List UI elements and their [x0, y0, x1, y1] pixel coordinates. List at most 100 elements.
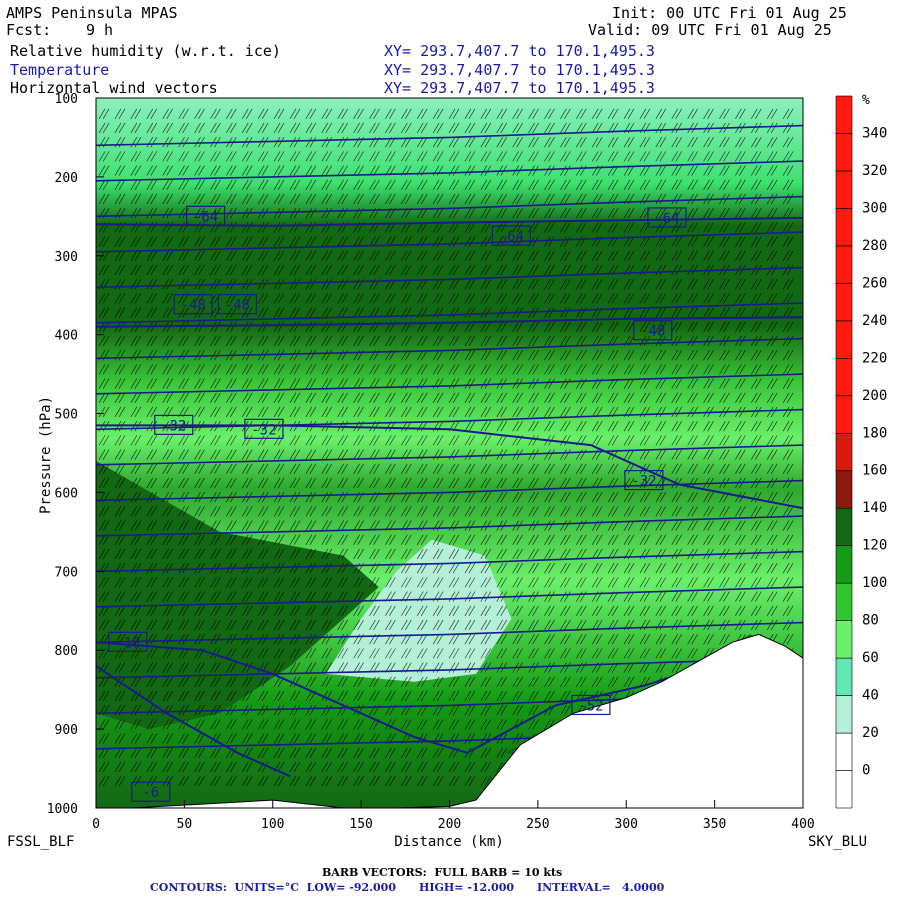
wind-barb: [337, 349, 348, 361]
wind-barb: [416, 108, 428, 119]
field-name-rh: Relative humidity (w.r.t. ice): [10, 42, 281, 60]
wind-barb: [575, 349, 587, 361]
wind-barb: [321, 491, 333, 503]
wind-barb: [464, 648, 476, 659]
wind-barb: [496, 704, 508, 716]
wind-barb: [178, 775, 189, 787]
wind-barb: [353, 307, 364, 318]
wind-barb: [432, 477, 444, 489]
wind-barb: [687, 449, 698, 460]
wind-barb: [114, 378, 126, 389]
wind-barb: [241, 690, 253, 702]
wind-barb: [305, 577, 317, 588]
wind-barb: [401, 775, 412, 787]
wind-barb: [305, 193, 317, 205]
field-xy-temperature: XY= 293.7,407.7 to 170.1,495.3: [384, 61, 655, 79]
wind-barb: [464, 534, 476, 545]
wind-barb: [480, 264, 492, 276]
wind-barb: [432, 704, 444, 716]
wind-barb: [289, 207, 301, 219]
wind-barb: [496, 222, 508, 233]
wind-barb: [703, 591, 714, 602]
wind-barb: [464, 307, 476, 318]
wind-barb: [560, 690, 571, 702]
wind-barb: [591, 420, 603, 432]
wind-barb: [480, 236, 492, 247]
wind-barb: [416, 506, 428, 517]
wind-barb: [289, 534, 301, 545]
wind-barb: [575, 406, 587, 418]
wind-barb: [273, 392, 285, 403]
wind-barb: [130, 733, 142, 744]
wind-barb: [687, 633, 698, 645]
wind-barb: [544, 378, 555, 389]
wind-barb: [257, 449, 269, 460]
wind-barb: [162, 605, 174, 616]
wind-barb: [289, 633, 301, 645]
wind-barb: [273, 349, 285, 361]
wind-barb: [305, 335, 317, 347]
wind-barb: [480, 719, 492, 730]
wind-barb: [241, 719, 253, 730]
wind-barb: [448, 775, 460, 787]
wind-barb: [210, 108, 221, 119]
wind-barb: [337, 662, 348, 673]
wind-barb: [703, 562, 714, 574]
wind-barb: [130, 761, 142, 773]
wind-barb: [766, 449, 778, 460]
wind-barb: [655, 619, 667, 631]
wind-barb: [528, 108, 539, 119]
y-tick-label: 200: [55, 171, 78, 186]
wind-barb: [687, 349, 698, 361]
wind-barb: [432, 193, 444, 205]
wind-barb: [496, 719, 508, 730]
wind-barb: [337, 733, 348, 744]
wind-barb: [289, 548, 301, 560]
valid-time: Valid: 09 UTC Fri 01 Aug 25: [588, 21, 832, 39]
wind-barb: [273, 250, 285, 261]
wind-barb: [337, 548, 348, 560]
wind-barb: [273, 591, 285, 602]
wind-barb: [178, 108, 189, 119]
wind-barb: [146, 491, 158, 503]
wind-barb: [194, 463, 205, 474]
wind-barb: [130, 151, 142, 162]
wind-barb: [130, 619, 142, 631]
wind-barb: [496, 690, 508, 702]
wind-barb: [735, 378, 746, 389]
wind-barb: [114, 364, 126, 375]
wind-barb: [591, 222, 603, 233]
wind-barb: [607, 562, 619, 574]
wind-barb: [766, 562, 778, 574]
wind-barb: [146, 151, 158, 162]
wind-barb: [226, 548, 237, 560]
wind-barb: [575, 165, 587, 176]
wind-barb: [560, 562, 571, 574]
wind-barb: [607, 392, 619, 403]
colorbar-tick-label: 220: [862, 350, 887, 366]
wind-barb: [544, 648, 555, 659]
wind-barb: [321, 690, 333, 702]
wind-barb: [241, 676, 253, 687]
wind-barb: [114, 463, 126, 474]
wind-barb: [385, 122, 396, 134]
wind-barb: [448, 435, 460, 446]
wind-barb: [671, 278, 683, 290]
wind-barb: [178, 506, 189, 517]
wind-barb: [607, 605, 619, 616]
wind-barb: [448, 151, 460, 162]
wind-barb: [591, 335, 603, 347]
wind-barb: [480, 151, 492, 162]
wind-barb: [655, 151, 667, 162]
wind-barb: [464, 264, 476, 276]
wind-barb: [369, 761, 380, 773]
wind-barb: [353, 662, 364, 673]
wind-barb: [305, 662, 317, 673]
x-tick-label: 250: [526, 817, 549, 832]
wind-barb: [496, 577, 508, 588]
wind-barb: [766, 520, 778, 531]
wind-barb: [782, 463, 794, 474]
wind-barb: [671, 165, 683, 176]
wind-barb: [655, 364, 667, 375]
